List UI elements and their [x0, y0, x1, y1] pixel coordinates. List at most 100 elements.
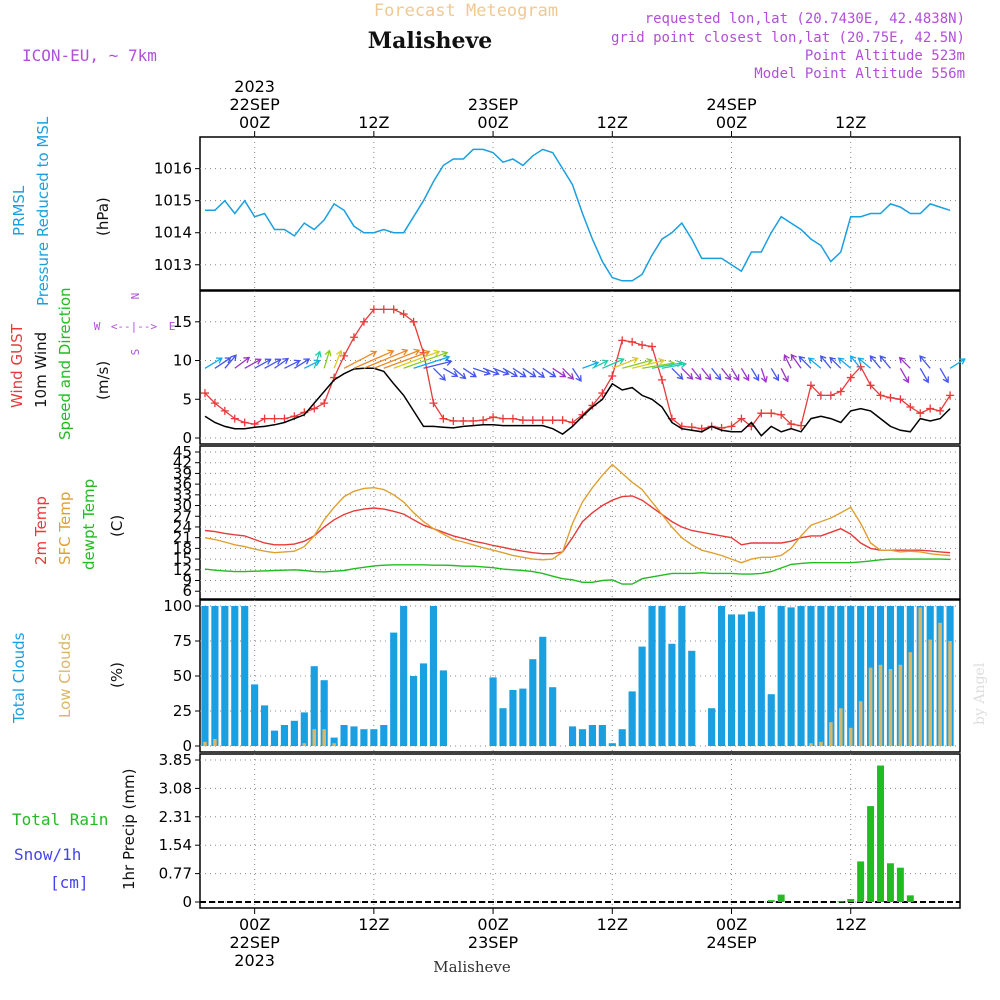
pressure-label-1: PRMSL — [10, 185, 28, 236]
gust-marker — [548, 416, 557, 425]
y-tick-label: 27 — [173, 507, 192, 525]
total-cloud-bar — [678, 606, 686, 746]
gust-marker — [270, 414, 279, 423]
low-cloud-bar — [213, 739, 217, 746]
low-cloud-bar — [848, 727, 853, 746]
top-time-label: 12Z — [597, 113, 628, 132]
total-cloud-bar — [777, 606, 785, 746]
wind-arrow — [294, 358, 311, 369]
gust-marker — [499, 414, 508, 423]
wind-arrow — [602, 357, 625, 369]
wind-arrow — [780, 367, 789, 383]
gust-marker — [260, 414, 269, 423]
top-time-label: 12Z — [358, 113, 389, 132]
gust-marker — [469, 416, 478, 425]
precip-ylabel: 1hr Precip (mm) — [120, 769, 138, 890]
y-tick-label: 12 — [173, 561, 192, 579]
y-tick-label: 25 — [173, 702, 192, 720]
total-cloud-bar — [668, 643, 676, 746]
total-cloud-bar — [410, 676, 418, 746]
total-cloud-bar — [688, 650, 696, 746]
y-tick-label: 45 — [173, 443, 192, 461]
footer-location: Malisheve — [433, 958, 511, 976]
total-cloud-bar — [390, 632, 398, 746]
total-cloud-bar — [300, 712, 308, 746]
wind-arrow — [919, 367, 930, 384]
requested-coords: requested lon,lat (20.7430E, 42.4838N) — [645, 11, 965, 27]
y-tick-label: 3.08 — [159, 779, 192, 797]
total-cloud-bar — [201, 606, 209, 746]
low-cloud-bar — [928, 639, 932, 746]
bottom-time-label: 12Z — [597, 915, 628, 934]
wind-arrow — [939, 367, 949, 384]
pressure-labels: PRMSL Pressure Reduced to MSL (hPa) — [10, 116, 112, 306]
wind-label-3: Speed and Direction — [56, 287, 74, 440]
wind-arrow — [631, 358, 666, 369]
model-altitude: Model Point Altitude 556m — [754, 66, 965, 82]
gust-marker — [836, 387, 845, 396]
y-tick-label: 1015 — [154, 192, 192, 210]
gust-marker — [399, 310, 408, 319]
total-cloud-bar — [211, 606, 219, 746]
temp-unit: (C) — [108, 515, 126, 537]
gust-marker — [916, 409, 925, 418]
temp-label-1: 2m Temp — [32, 496, 50, 565]
wind-arrow — [711, 367, 722, 381]
gust-marker — [926, 404, 935, 413]
total-cloud-bar — [648, 606, 656, 746]
wind-arrow — [482, 367, 500, 376]
bottom-date-label: 24SEP — [706, 933, 757, 952]
gust-marker — [439, 414, 448, 423]
low-cloud-bar — [868, 667, 873, 746]
wind-arrow — [462, 367, 477, 378]
total-cloud-bar — [310, 666, 318, 746]
total-cloud-bar — [727, 614, 736, 746]
wind-unit: (m/s) — [94, 361, 112, 400]
wind-arrow — [949, 358, 966, 369]
model-label: ICON-EU, ~ 7km — [22, 46, 157, 65]
wind-arrow — [353, 349, 395, 369]
total-cloud-bar — [370, 729, 378, 746]
y-tick-label: 9 — [182, 572, 192, 590]
low-cloud-bar — [878, 664, 883, 746]
wind-arrow — [849, 355, 862, 369]
temp-labels: 2m Temp SFC Temp dewpt Temp (C) — [32, 479, 126, 570]
grid-point-coords: grid point closest lon,lat (20.75E, 42.5… — [611, 30, 965, 46]
pressure-unit: (hPa) — [94, 197, 112, 236]
wind-arrow — [798, 355, 812, 369]
y-tick-label: 36 — [173, 475, 192, 493]
gust-marker — [727, 422, 736, 431]
total-cloud-bar — [757, 606, 765, 746]
gust-marker — [648, 342, 657, 351]
low-cloud-bar — [918, 607, 923, 746]
gust-marker — [757, 409, 766, 418]
wind-arrow — [284, 359, 301, 369]
wind-arrow — [552, 367, 567, 378]
y-tick-label: 0 — [182, 429, 192, 447]
compass-north: N — [129, 293, 142, 300]
cloud-labels: Total Clouds Low Clouds (%) — [10, 632, 126, 724]
total-cloud-bar — [350, 726, 358, 746]
wind-arrow — [869, 355, 882, 369]
y-tick-label: 21 — [173, 529, 192, 547]
total-cloud-bar — [628, 691, 636, 746]
top-time-label: 00Z — [239, 113, 270, 132]
wind-arrow — [502, 367, 519, 378]
total-cloud-bar — [658, 606, 666, 746]
wind-arrow — [274, 357, 290, 369]
wind-arrow — [829, 356, 842, 369]
gust-marker — [806, 381, 815, 390]
gust-marker — [598, 389, 607, 398]
y-tick-label: 39 — [173, 464, 192, 482]
y-tick-label: 1014 — [154, 224, 192, 242]
y-tick-label: 33 — [173, 486, 192, 504]
wind-arrow — [522, 367, 537, 378]
total-cloud-bar — [251, 684, 259, 746]
total-cloud-bar — [618, 729, 626, 746]
wind-arrow — [472, 367, 491, 376]
wind-arrow — [333, 349, 343, 369]
wind-labels: Wind GUST 10m Wind Speed and Direction (… — [8, 287, 112, 440]
snow-unit-label: [cm] — [50, 873, 89, 892]
